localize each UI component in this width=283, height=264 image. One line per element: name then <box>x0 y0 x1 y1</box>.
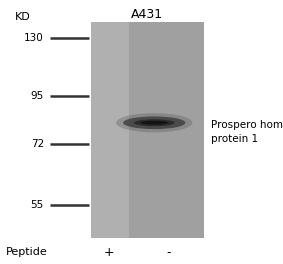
Text: Peptide: Peptide <box>6 247 48 257</box>
Text: KD: KD <box>15 12 31 22</box>
Text: Prospero homeobox
protein 1: Prospero homeobox protein 1 <box>211 120 283 144</box>
Ellipse shape <box>116 113 192 132</box>
Text: 55: 55 <box>31 200 44 210</box>
Bar <box>91 22 129 238</box>
Text: A431: A431 <box>131 8 163 21</box>
Ellipse shape <box>123 116 185 129</box>
Text: 130: 130 <box>24 33 44 43</box>
Text: 72: 72 <box>31 139 44 149</box>
Ellipse shape <box>140 121 168 125</box>
Text: 95: 95 <box>31 91 44 101</box>
Ellipse shape <box>134 119 174 126</box>
Bar <box>91 22 204 238</box>
Text: +: + <box>104 246 114 259</box>
Text: -: - <box>166 246 171 259</box>
